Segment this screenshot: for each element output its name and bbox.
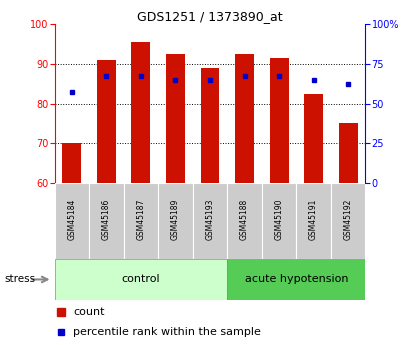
Bar [166,54,185,183]
Text: GSM45193: GSM45193 [205,198,215,240]
Text: count: count [73,307,105,317]
Bar [227,259,365,300]
Bar [339,124,357,183]
Bar [235,54,254,183]
Bar [55,183,89,259]
Bar [304,93,323,183]
Text: GSM45192: GSM45192 [344,199,353,240]
Bar [270,58,289,183]
Text: GSM45188: GSM45188 [240,199,249,240]
Text: GSM45189: GSM45189 [171,199,180,240]
Bar [200,68,220,183]
Text: stress: stress [4,275,35,284]
Text: GSM45191: GSM45191 [309,199,318,240]
Bar [331,183,365,259]
Text: GSM45186: GSM45186 [102,199,111,240]
Text: percentile rank within the sample: percentile rank within the sample [73,327,261,337]
Text: GSM45190: GSM45190 [275,198,284,240]
Text: control: control [122,275,160,284]
Bar [89,183,123,259]
Bar [297,183,331,259]
Text: acute hypotension: acute hypotension [244,275,348,284]
Bar [131,42,150,183]
Bar [123,183,158,259]
Title: GDS1251 / 1373890_at: GDS1251 / 1373890_at [137,10,283,23]
Text: GSM45184: GSM45184 [67,199,76,240]
Bar [227,183,262,259]
Bar [262,183,297,259]
Bar [193,183,227,259]
Bar [97,60,116,183]
Bar [158,183,193,259]
Bar [63,143,81,183]
Text: GSM45187: GSM45187 [136,199,145,240]
Bar [55,259,227,300]
